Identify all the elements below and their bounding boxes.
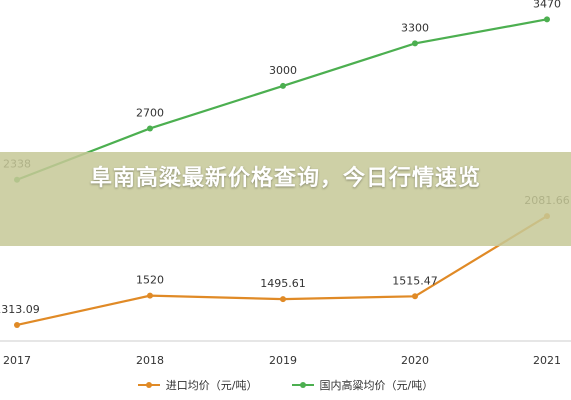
data-label-domestic-2021: 3470	[533, 0, 561, 10]
data-label-import-2019: 1495.61	[260, 277, 306, 290]
data-point-import-2018[interactable]	[147, 292, 153, 299]
data-point-import-2017[interactable]	[14, 321, 20, 328]
chart-legend: 进口均价（元/吨） 国内高粱均价（元/吨）	[0, 376, 571, 394]
legend-label-domestic: 国内高粱均价（元/吨）	[319, 379, 434, 392]
data-point-import-2020[interactable]	[412, 293, 418, 300]
data-label-domestic-2020: 3300	[401, 21, 429, 34]
x-tick-labels: 2017 2018 2019 2020 2021	[3, 354, 561, 367]
data-point-domestic-2018[interactable]	[147, 125, 153, 132]
data-label-import-2018: 1520	[136, 274, 164, 287]
legend-marker-domestic	[291, 380, 314, 390]
data-point-domestic-2019[interactable]	[280, 82, 286, 89]
x-tick-label-2020: 2020	[401, 354, 429, 367]
x-tick-label-2017: 2017	[3, 354, 31, 367]
legend-label-import: 进口均价（元/吨）	[165, 379, 258, 392]
data-point-domestic-2020[interactable]	[412, 40, 418, 47]
data-label-domestic-2019: 3000	[269, 64, 297, 77]
legend-item-import[interactable]: 进口均价（元/吨）	[137, 376, 258, 394]
x-tick-label-2019: 2019	[269, 354, 297, 367]
legend-marker-import	[137, 380, 160, 390]
title-banner	[0, 152, 571, 246]
x-tick-label-2021: 2021	[533, 354, 561, 367]
data-label-domestic-2018: 2700	[136, 106, 164, 119]
data-point-import-2019[interactable]	[280, 296, 286, 303]
data-point-domestic-2021[interactable]	[544, 16, 550, 23]
x-tick-label-2018: 2018	[136, 354, 164, 367]
banner-title: 阜南高粱最新价格查询，今日行情速览	[89, 166, 481, 191]
legend-item-domestic[interactable]: 国内高粱均价（元/吨）	[291, 376, 434, 394]
data-label-import-2020: 1515.47	[392, 274, 438, 287]
